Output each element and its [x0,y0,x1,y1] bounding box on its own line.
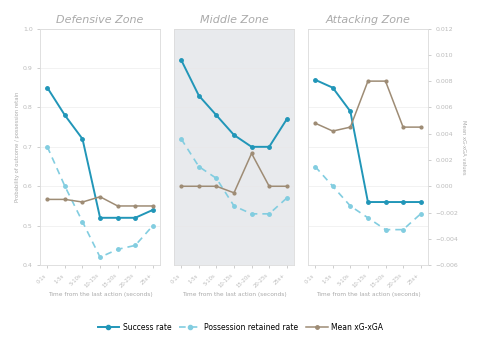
Legend: Success rate, Possession retained rate, Mean xG-xGA: Success rate, Possession retained rate, … [95,320,385,335]
Title: Attacking Zone: Attacking Zone [325,15,409,25]
Y-axis label: Probability of outcome / possession retain: Probability of outcome / possession reta… [15,92,20,202]
Title: Defensive Zone: Defensive Zone [56,15,144,25]
X-axis label: Time from the last action (seconds): Time from the last action (seconds) [315,292,420,297]
Y-axis label: Mean xG-xGA values: Mean xG-xGA values [460,120,465,174]
X-axis label: Time from the last action (seconds): Time from the last action (seconds) [181,292,286,297]
Title: Middle Zone: Middle Zone [199,15,268,25]
X-axis label: Time from the last action (seconds): Time from the last action (seconds) [48,292,152,297]
